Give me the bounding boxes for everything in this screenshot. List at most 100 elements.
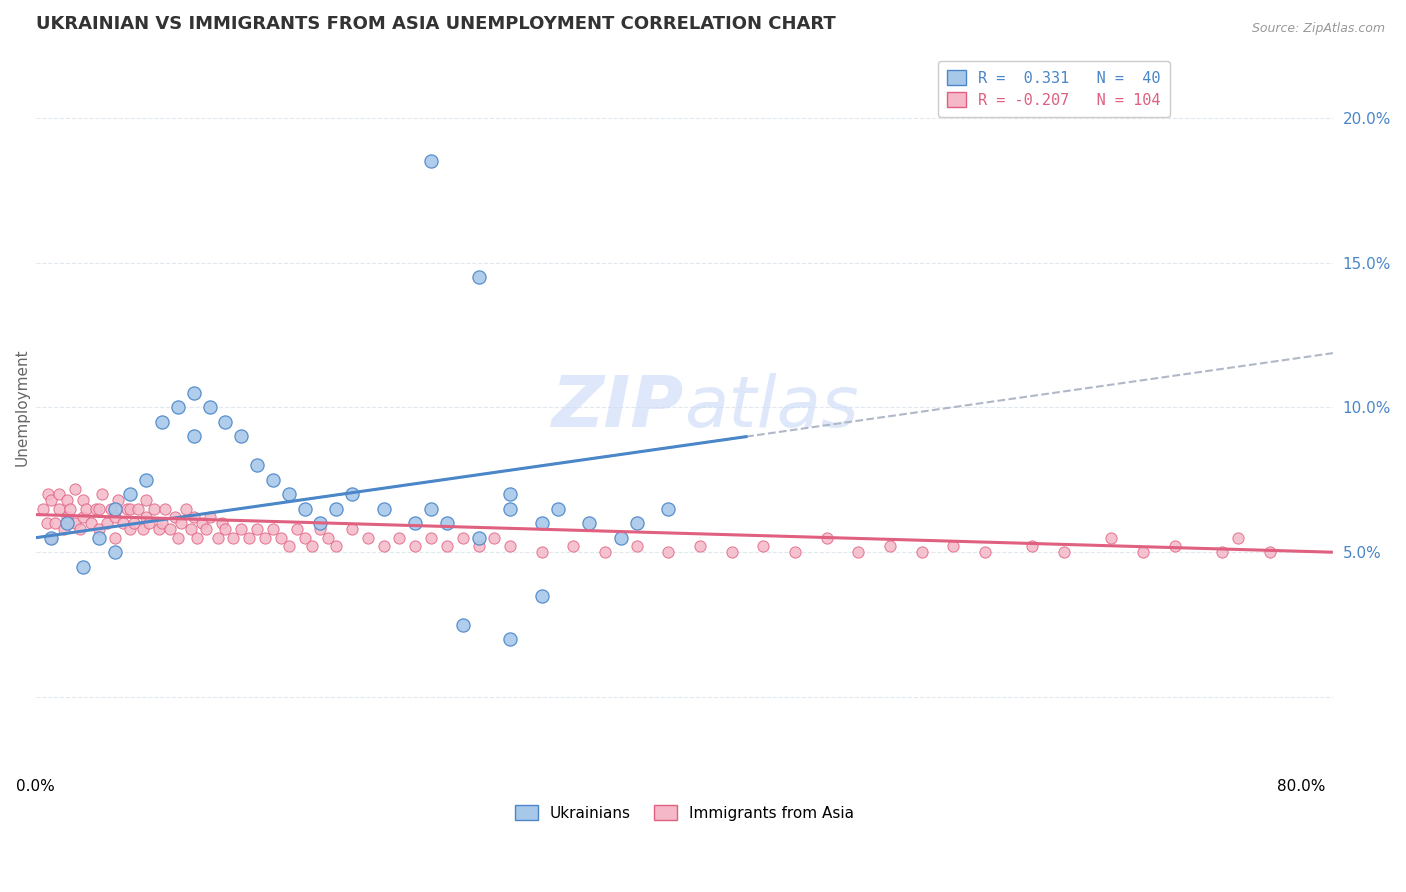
Point [75,501,97,516]
Point [942,540,965,554]
Point [37,487,59,501]
Point [107,493,129,508]
Point [973,545,995,559]
Point [56,516,79,531]
Point [277,540,299,554]
Point [357,531,380,545]
Point [420,531,443,545]
Point [1211,545,1233,559]
Point [87,531,110,545]
Point [183,386,205,401]
Point [59,501,82,516]
Point [167,531,190,545]
Point [87,501,110,516]
Point [120,487,142,501]
Point [246,522,269,536]
Point [138,516,160,531]
Point [626,516,648,531]
Point [63,516,86,531]
Point [420,154,443,169]
Point [325,540,347,554]
Point [316,531,339,545]
Point [183,429,205,443]
Point [163,510,186,524]
Point [84,501,107,516]
Point [547,501,569,516]
Point [530,545,553,559]
Point [180,522,202,536]
Point [211,516,233,531]
Point [41,493,63,508]
Point [404,540,426,554]
Point [262,473,284,487]
Point [72,559,94,574]
Point [127,501,149,516]
Point [373,501,395,516]
Point [1053,545,1076,559]
Point [436,516,458,531]
Point [499,501,522,516]
Point [150,415,173,429]
Point [562,540,585,554]
Point [246,458,269,473]
Point [340,487,363,501]
Point [48,501,70,516]
Point [238,531,260,545]
Point [174,501,197,516]
Point [879,540,901,554]
Point [657,501,679,516]
Point [104,510,127,524]
Point [499,540,522,554]
Point [231,429,253,443]
Point [104,501,127,516]
Point [530,589,553,603]
Point [214,415,236,429]
Point [183,510,205,524]
Point [72,493,94,508]
Point [63,482,86,496]
Point [294,501,316,516]
Point [610,531,633,545]
Point [143,501,166,516]
Point [270,531,292,545]
Point [35,516,58,531]
Point [132,522,155,536]
Point [1258,545,1281,559]
Point [120,522,142,536]
Point [135,473,157,487]
Point [1132,545,1154,559]
Point [1099,531,1122,545]
Point [404,516,426,531]
Point [467,270,489,285]
Point [122,516,145,531]
Point [207,531,229,545]
Point [262,522,284,536]
Point [340,522,363,536]
Legend: Ukrainians, Immigrants from Asia: Ukrainians, Immigrants from Asia [509,798,860,827]
Point [499,487,522,501]
Point [72,510,94,524]
Point [309,516,332,531]
Point [467,540,489,554]
Point [56,493,79,508]
Text: Source: ZipAtlas.com: Source: ZipAtlas.com [1251,22,1385,36]
Point [815,531,838,545]
Point [48,487,70,501]
Point [499,632,522,646]
Point [148,522,170,536]
Point [720,545,742,559]
Point [53,522,76,536]
Point [100,501,122,516]
Point [309,522,332,536]
Point [135,510,157,524]
Point [451,531,474,545]
Point [104,531,127,545]
Point [484,531,506,545]
Point [41,531,63,545]
Point [198,401,221,415]
Point [150,516,173,531]
Point [285,522,308,536]
Point [910,545,932,559]
Text: UKRAINIAN VS IMMIGRANTS FROM ASIA UNEMPLOYMENT CORRELATION CHART: UKRAINIAN VS IMMIGRANTS FROM ASIA UNEMPL… [35,15,835,33]
Point [436,540,458,554]
